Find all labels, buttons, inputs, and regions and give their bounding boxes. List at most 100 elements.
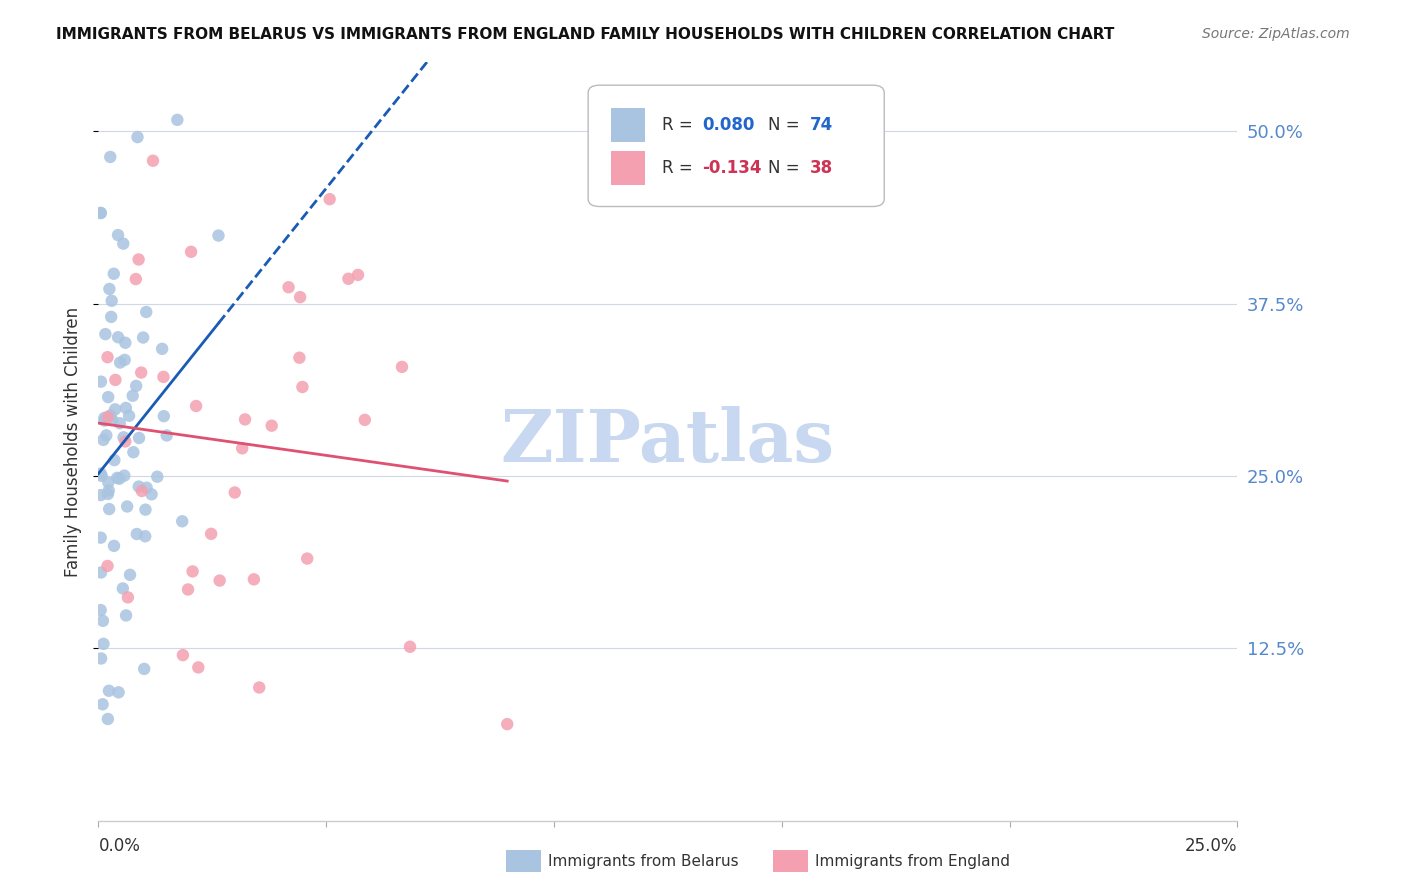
- Point: [108, 416, 131, 430]
- FancyBboxPatch shape: [588, 85, 884, 207]
- Point: [353, 413, 375, 427]
- Point: [247, 681, 270, 695]
- Point: [98, 502, 121, 516]
- Point: [391, 359, 413, 374]
- Text: N =: N =: [768, 116, 806, 134]
- Point: [93, 411, 115, 425]
- Point: [134, 529, 156, 543]
- Point: [100, 310, 122, 324]
- Point: [129, 366, 152, 380]
- Point: [96, 428, 118, 442]
- Point: [105, 471, 128, 485]
- Point: [114, 352, 136, 367]
- Point: [100, 293, 122, 308]
- Point: [297, 551, 319, 566]
- Point: [108, 472, 131, 486]
- Point: [172, 648, 194, 662]
- Point: [103, 267, 125, 281]
- Point: [132, 330, 155, 344]
- Point: [118, 409, 141, 423]
- Point: [90, 531, 112, 545]
- Point: [233, 412, 256, 426]
- Point: [90, 467, 112, 481]
- Point: [104, 373, 127, 387]
- Point: [115, 401, 138, 415]
- Point: [115, 500, 138, 514]
- Point: [152, 370, 174, 384]
- Point: [112, 468, 135, 483]
- Point: [180, 244, 202, 259]
- Point: [97, 483, 120, 498]
- Point: [91, 698, 114, 712]
- Point: [231, 442, 253, 456]
- Point: [166, 112, 188, 127]
- Point: [117, 591, 139, 605]
- Point: [118, 567, 141, 582]
- Point: [90, 488, 112, 502]
- Point: [291, 380, 314, 394]
- Point: [115, 608, 138, 623]
- Point: [107, 330, 129, 344]
- Point: [208, 574, 231, 588]
- Point: [337, 272, 360, 286]
- Bar: [612, 108, 645, 142]
- Point: [111, 582, 134, 596]
- Point: [93, 414, 115, 428]
- Point: [399, 640, 422, 654]
- Point: [90, 375, 112, 389]
- Point: [112, 430, 135, 444]
- Text: Source: ZipAtlas.com: Source: ZipAtlas.com: [1202, 27, 1350, 41]
- Point: [112, 236, 135, 251]
- Point: [243, 572, 266, 586]
- Point: [260, 418, 283, 433]
- Point: [153, 409, 176, 424]
- Point: [90, 603, 112, 617]
- Point: [347, 268, 370, 282]
- Point: [96, 558, 118, 573]
- Text: R =: R =: [662, 116, 699, 134]
- Text: IMMIGRANTS FROM BELARUS VS IMMIGRANTS FROM ENGLAND FAMILY HOUSEHOLDS WITH CHILDR: IMMIGRANTS FROM BELARUS VS IMMIGRANTS FR…: [56, 27, 1115, 42]
- Point: [104, 402, 127, 417]
- Text: 0.080: 0.080: [702, 116, 755, 134]
- Point: [125, 272, 148, 286]
- Point: [288, 351, 311, 365]
- Point: [107, 228, 129, 243]
- Point: [107, 685, 129, 699]
- Point: [90, 469, 112, 483]
- Point: [94, 327, 117, 342]
- Point: [98, 150, 121, 164]
- Point: [97, 487, 120, 501]
- Point: [103, 539, 125, 553]
- Point: [122, 445, 145, 459]
- Point: [135, 481, 157, 495]
- Text: R =: R =: [662, 159, 699, 177]
- Point: [97, 712, 120, 726]
- Point: [90, 566, 112, 580]
- Point: [93, 433, 115, 447]
- Point: [96, 350, 118, 364]
- Point: [187, 660, 209, 674]
- Point: [142, 153, 165, 168]
- Point: [103, 453, 125, 467]
- Text: Immigrants from Belarus: Immigrants from Belarus: [548, 855, 740, 869]
- Point: [181, 565, 204, 579]
- Text: 38: 38: [810, 159, 834, 177]
- Point: [125, 527, 148, 541]
- Point: [121, 389, 143, 403]
- Point: [125, 379, 148, 393]
- Text: 74: 74: [810, 116, 834, 134]
- Point: [288, 290, 311, 304]
- Point: [128, 431, 150, 445]
- Point: [97, 683, 120, 698]
- Point: [141, 487, 163, 501]
- Text: N =: N =: [768, 159, 806, 177]
- Point: [90, 651, 112, 665]
- Point: [207, 228, 229, 243]
- Text: 0.0%: 0.0%: [98, 837, 141, 855]
- Point: [101, 413, 124, 427]
- Point: [277, 280, 299, 294]
- Point: [184, 399, 207, 413]
- Point: [172, 514, 194, 528]
- Point: [200, 526, 222, 541]
- Point: [98, 282, 121, 296]
